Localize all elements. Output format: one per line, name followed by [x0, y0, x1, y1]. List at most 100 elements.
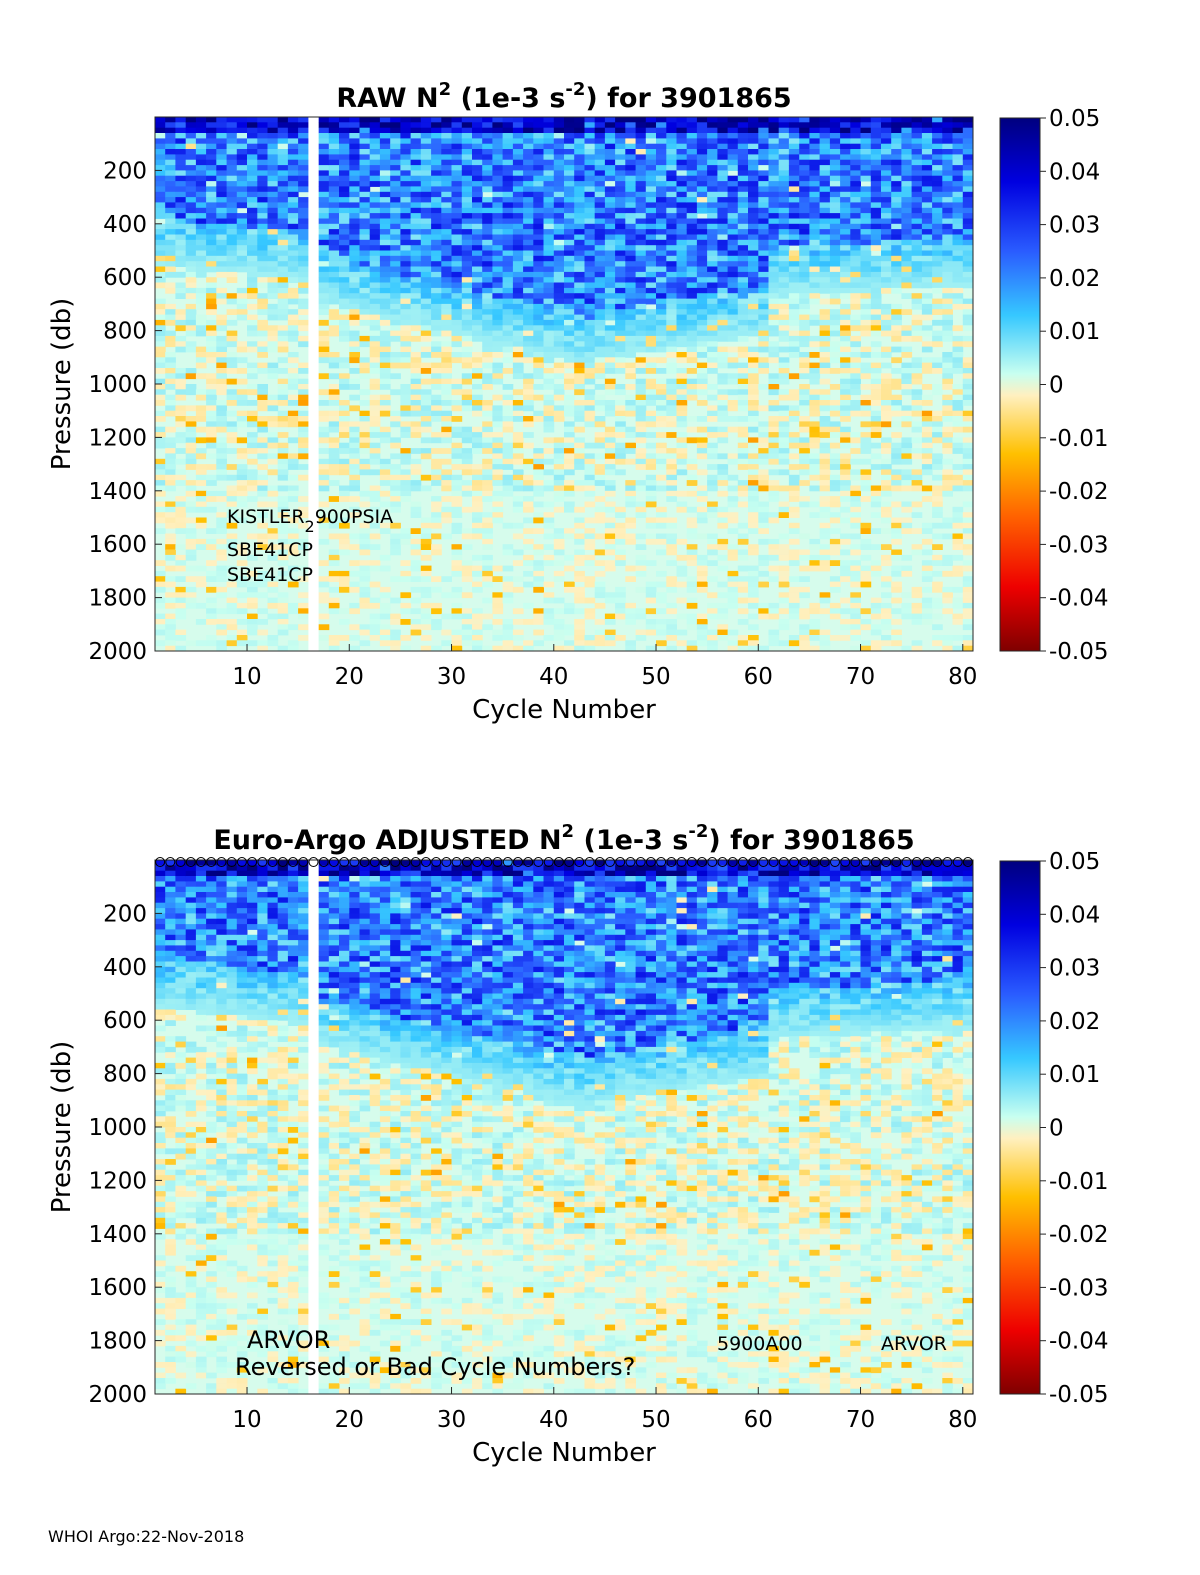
heatmap-cell	[799, 202, 810, 209]
heatmap-cell	[236, 149, 248, 155]
heatmap-cell	[737, 432, 749, 438]
heatmap-cell	[615, 538, 626, 545]
heatmap-cell	[707, 432, 718, 438]
heatmap-cell	[165, 506, 176, 513]
heatmap-cell	[155, 458, 166, 465]
heatmap-cell	[625, 255, 636, 262]
heatmap-cell	[257, 133, 268, 139]
heatmap-cell	[656, 464, 667, 470]
heatmap-cell	[349, 474, 360, 481]
heatmap-cell	[717, 544, 729, 550]
heatmap-cell	[523, 122, 534, 129]
heatmap-cell	[410, 538, 422, 545]
heatmap-cell	[155, 298, 166, 305]
heatmap-cell	[748, 400, 759, 406]
heatmap-cell	[737, 159, 749, 166]
heatmap-cell	[390, 549, 401, 556]
heatmap-cell	[206, 405, 217, 412]
heatmap-cell	[257, 117, 268, 123]
heatmap-cell	[431, 394, 442, 401]
heatmap-cell	[420, 405, 432, 412]
heatmap-cell	[645, 239, 657, 246]
heatmap-cell	[666, 261, 677, 267]
heatmap-cell	[778, 597, 790, 604]
heatmap-cell	[431, 239, 442, 246]
heatmap-cell	[778, 325, 790, 332]
heatmap-cell	[768, 378, 780, 385]
heatmap-cell	[564, 480, 575, 486]
heatmap-cell	[553, 549, 565, 556]
heatmap-cell	[666, 213, 677, 219]
heatmap-cell	[758, 474, 769, 481]
heatmap-cell	[461, 469, 473, 476]
heatmap-cell	[195, 538, 207, 545]
heatmap-cell	[778, 624, 790, 631]
heatmap-cell	[615, 287, 626, 294]
heatmap-cell	[799, 250, 810, 257]
heatmap-cell	[431, 298, 442, 305]
heatmap-cell	[727, 458, 739, 465]
heatmap-cell	[625, 565, 636, 572]
heatmap-cell	[523, 197, 534, 203]
heatmap-cell	[379, 213, 391, 219]
heatmap-cell	[523, 159, 534, 166]
heatmap-cell	[635, 293, 647, 299]
heatmap-cell	[206, 133, 217, 139]
heatmap-cell	[257, 266, 268, 273]
heatmap-cell	[676, 261, 688, 267]
heatmap-cell	[165, 597, 176, 604]
heatmap-cell	[604, 629, 616, 636]
heatmap-cell	[400, 362, 412, 369]
heatmap-cell	[185, 191, 197, 198]
heatmap-cell	[788, 149, 800, 155]
heatmap-cell	[778, 421, 790, 428]
heatmap-cell	[778, 432, 790, 438]
heatmap-cell	[267, 197, 279, 203]
heatmap-cell	[328, 410, 340, 417]
heatmap-cell	[369, 250, 381, 257]
heatmap-cell	[287, 309, 299, 315]
heatmap-cell	[686, 239, 698, 246]
heatmap-cell	[748, 544, 759, 550]
heatmap-cell	[512, 175, 524, 182]
heatmap-cell	[594, 133, 606, 139]
heatmap-cell	[349, 480, 360, 486]
heatmap-cell	[431, 533, 442, 540]
heatmap-cell	[369, 293, 381, 299]
heatmap-cell	[584, 309, 596, 315]
heatmap-cell	[451, 474, 463, 481]
heatmap-cell	[604, 619, 616, 625]
heatmap-cell	[502, 624, 514, 631]
heatmap-cell	[758, 362, 769, 369]
heatmap-cell	[410, 469, 422, 476]
heatmap-cell	[379, 186, 391, 193]
heatmap-cell	[247, 314, 258, 321]
heatmap-cell	[349, 560, 360, 566]
heatmap-cell	[318, 197, 330, 203]
heatmap-cell	[523, 282, 534, 289]
heatmap-cell	[748, 138, 759, 145]
heatmap-cell	[195, 362, 207, 369]
heatmap-cell	[748, 122, 759, 129]
heatmap-cell	[727, 154, 739, 161]
heatmap-cell	[369, 405, 381, 412]
heatmap-cell	[707, 271, 718, 278]
heatmap-cell	[195, 143, 207, 150]
heatmap-cell	[717, 314, 729, 321]
heatmap-cell	[564, 645, 575, 652]
heatmap-cell	[441, 480, 452, 486]
heatmap-cell	[758, 480, 769, 486]
heatmap-cell	[809, 373, 821, 380]
heatmap-cell	[666, 394, 677, 401]
heatmap-cell	[206, 138, 217, 145]
heatmap-cell	[727, 581, 739, 588]
heatmap-cell	[574, 357, 585, 364]
heatmap-cell	[420, 314, 432, 321]
heatmap-cell	[410, 165, 422, 171]
heatmap-cell	[298, 287, 309, 294]
heatmap-cell	[696, 613, 708, 620]
heatmap-cell	[339, 266, 350, 273]
heatmap-cell	[676, 154, 688, 161]
heatmap-cell	[369, 271, 381, 278]
heatmap-cell	[666, 191, 677, 198]
